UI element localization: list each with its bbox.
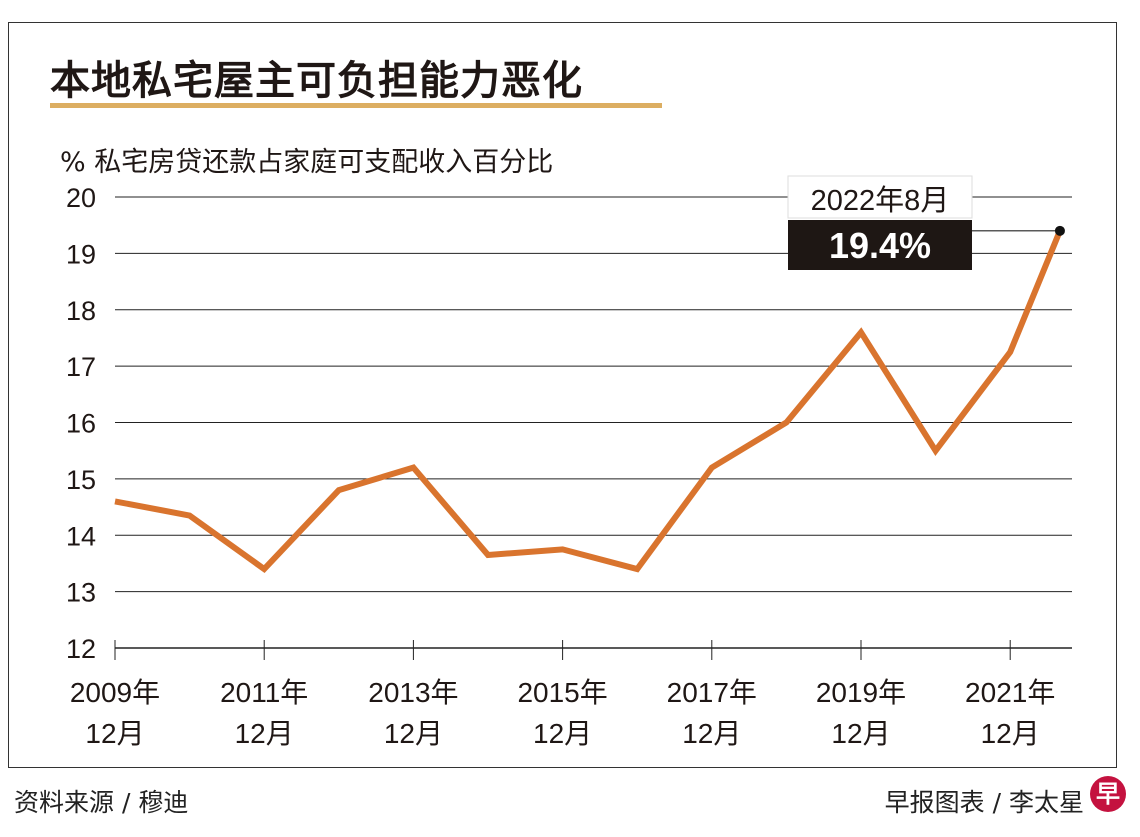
zaobao-logo-icon: 早 [1090, 776, 1126, 812]
annotation-value-box [788, 220, 972, 270]
data-series-line [114, 229, 1063, 574]
x-tick-label-month: 12月 [831, 718, 890, 749]
y-tick-label: 14 [66, 521, 96, 551]
x-tick-label-month: 12月 [533, 718, 592, 749]
chart-frame [8, 22, 1117, 768]
x-tick-label-year: 2011年 [220, 677, 308, 708]
x-tick-label-month: 12月 [235, 718, 294, 749]
annotation-dot [1054, 225, 1065, 236]
y-tick-label: 19 [66, 239, 96, 269]
annotation-date: 2022年8月 [811, 184, 950, 217]
annotation-date-box [787, 175, 973, 219]
x-tick-label-month: 12月 [981, 718, 1040, 749]
x-tick-label-month: 12月 [384, 718, 443, 749]
y-tick-label: 12 [66, 634, 96, 664]
y-tick-label: 13 [66, 578, 96, 608]
x-tick-label-year: 2017年 [667, 677, 757, 708]
x-tick-label-year: 2021年 [965, 677, 1055, 708]
source-note: 资料来源 / 穆迪 [14, 788, 189, 817]
chart-title: 本地私宅屋主可负担能力恶化 [50, 58, 583, 104]
x-tick-label-month: 12月 [85, 718, 144, 749]
x-tick-label-month: 12月 [682, 718, 741, 749]
y-tick-label: 16 [66, 409, 96, 439]
title-underline [50, 103, 662, 108]
annotation-value: 19.4% [829, 225, 931, 266]
x-tick-label-year: 2009年 [70, 677, 160, 708]
y-tick-label: 17 [66, 352, 96, 382]
x-tick-label-year: 2015年 [517, 677, 607, 708]
y-tick-label: 15 [66, 465, 96, 495]
y-axis-label: % 私宅房贷还款占家庭可支配收入百分比 [60, 147, 554, 178]
y-tick-label: 20 [66, 183, 96, 213]
x-tick-label-year: 2019年 [816, 677, 906, 708]
y-tick-label: 18 [66, 296, 96, 326]
credit-note: 早报图表 / 李太星 [884, 788, 1084, 817]
x-tick-label-year: 2013年 [368, 677, 458, 708]
